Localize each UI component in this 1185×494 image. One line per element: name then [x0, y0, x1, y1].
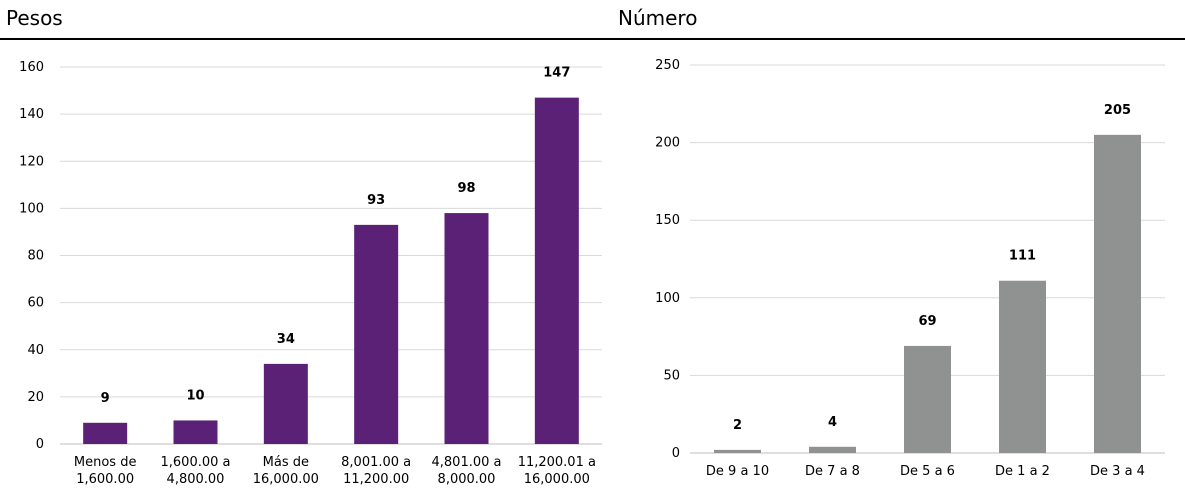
left-x-tick-label: 11,200.01 a: [518, 455, 596, 470]
left-data-label: 10: [186, 388, 204, 403]
left-y-tick-label: 60: [27, 296, 44, 311]
right-x-tick-label: De 5 a 6: [900, 464, 955, 479]
left-x-tick-label: Menos de: [74, 455, 137, 470]
right-x-tick-label: De 3 a 4: [1090, 464, 1145, 479]
left-data-label: 147: [543, 66, 570, 81]
left-x-tick-label: 1,600.00 a: [161, 455, 231, 470]
right-x-tick-label: De 1 a 2: [995, 464, 1050, 479]
left-x-tick-label: 4,800.00: [167, 472, 225, 487]
left-x-tick-label: 8,000.00: [438, 472, 496, 487]
left-bar: [83, 422, 128, 444]
right-y-tick-label: 150: [655, 213, 680, 228]
left-y-tick-label: 100: [19, 201, 44, 216]
right-data-label: 2: [733, 418, 742, 433]
left-bar: [354, 224, 399, 444]
left-bar: [263, 363, 308, 444]
left-y-tick-label: 20: [27, 390, 44, 405]
left-bar: [173, 420, 218, 444]
right-y-tick-label: 50: [663, 368, 680, 383]
right-x-tick-label: De 7 a 8: [805, 464, 860, 479]
left-bar: [534, 97, 579, 444]
left-y-tick-label: 80: [27, 249, 44, 264]
header-rule: [0, 38, 1185, 40]
right-bar: [809, 446, 856, 453]
left-data-label: 93: [367, 193, 385, 208]
right-bar: [904, 345, 951, 453]
left-x-tick-label: 8,001.00 a: [341, 455, 411, 470]
right-y-tick-label: 100: [655, 291, 680, 306]
left-y-tick-label: 0: [36, 437, 44, 452]
left-y-tick-label: 120: [19, 154, 44, 169]
left-x-tick-label: Más de: [263, 455, 309, 470]
left-bar: [444, 213, 489, 444]
right-y-tick-label: 250: [655, 58, 680, 73]
right-data-label: 111: [1009, 249, 1036, 264]
left-x-tick-label: 1,600.00: [76, 472, 134, 487]
right-bar: [999, 280, 1046, 453]
left-data-label: 98: [457, 181, 475, 196]
left-x-tick-label: 11,200.00: [343, 472, 409, 487]
right-x-tick-label: De 9 a 10: [706, 464, 769, 479]
right-data-label: 69: [918, 314, 936, 329]
left-data-label: 9: [101, 391, 110, 406]
right-data-label: 4: [828, 415, 837, 430]
left-data-label: 34: [277, 332, 295, 347]
left-x-tick-label: 4,801.00 a: [432, 455, 502, 470]
right-y-tick-label: 0: [672, 446, 680, 461]
left-x-tick-label: 16,000.00: [253, 472, 319, 487]
left-x-tick-label: 16,000.00: [524, 472, 590, 487]
right-data-label: 205: [1104, 103, 1131, 118]
right-bar: [714, 449, 761, 453]
left-y-tick-label: 160: [19, 60, 44, 75]
left-y-tick-label: 140: [19, 107, 44, 122]
left-y-tick-label: 40: [27, 343, 44, 358]
right-bar: [1094, 134, 1141, 453]
left-chart-title: Pesos: [6, 6, 63, 30]
right-chart-title: Número: [618, 6, 698, 30]
right-y-tick-label: 200: [655, 136, 680, 151]
